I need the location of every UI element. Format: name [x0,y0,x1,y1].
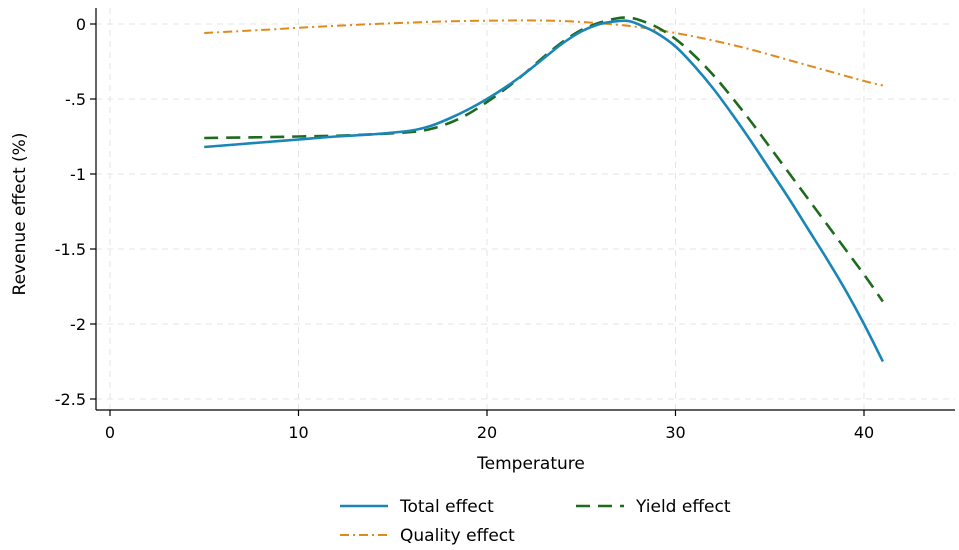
grid [96,8,955,410]
x-tick-label: 20 [477,423,497,442]
y-tick-label: -2.5 [55,390,86,409]
legend-label: Total effect [399,497,494,517]
y-tick-label: 0 [76,15,86,34]
legend: Total effect Yield effect Quality effect [340,497,731,546]
x-tick-label: 30 [665,423,685,442]
y-axis-title: Revenue effect (%) [10,133,30,296]
x-ticks: 0 10 20 30 40 [105,410,874,442]
y-tick-label: -.5 [65,90,86,109]
axes [95,8,955,411]
legend-label: Yield effect [635,497,731,517]
series-line-total-effect [204,19,885,363]
x-tick-label: 0 [105,423,115,442]
series-layer [204,16,885,363]
x-tick-label: 10 [288,423,308,442]
series-line-yield-effect [204,16,884,303]
y-tick-label: -2 [70,315,86,334]
y-tick-label: -1 [70,165,86,184]
y-ticks: 0 -.5 -1 -1.5 -2 -2.5 [55,15,96,409]
y-tick-label: -1.5 [55,240,86,259]
x-axis-title: Temperature [476,454,585,474]
series-line-quality-effect [204,19,884,87]
x-tick-label: 40 [854,423,874,442]
legend-label: Quality effect [400,526,515,546]
